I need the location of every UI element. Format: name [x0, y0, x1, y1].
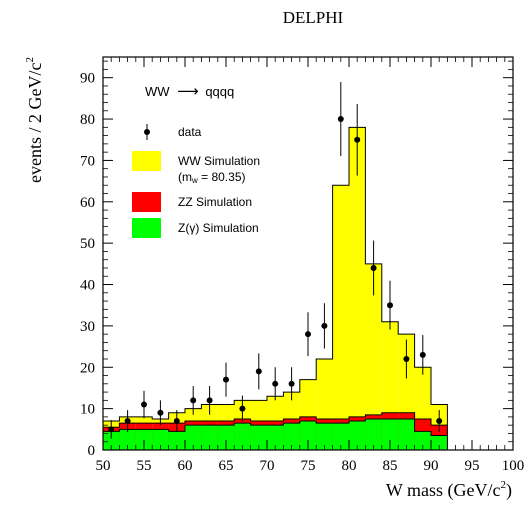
process-arrow: ⟶	[177, 83, 199, 100]
zgamma-bar	[135, 429, 153, 450]
ww-bar	[365, 263, 382, 450]
zgamma-bar	[283, 423, 300, 450]
zgamma-bar	[119, 429, 136, 450]
axes: 50 55 60 65 70 75 80 85 90 95 100 0 10 20 30 40 50 60 70 80…	[80, 57, 524, 474]
y-tick-label: 50	[80, 236, 95, 252]
x-tick-label: 50	[96, 458, 111, 474]
x-tick-label: 65	[219, 458, 234, 474]
data-points	[108, 82, 443, 439]
chart-title: DELPHI	[283, 8, 344, 27]
zgamma-bar	[316, 423, 333, 450]
zgamma-bar	[332, 423, 349, 450]
data-point	[337, 116, 344, 123]
x-tick-label: 55	[137, 458, 152, 474]
ww-bar	[349, 127, 366, 450]
zgamma-bar	[414, 431, 431, 450]
zgamma-bar	[217, 425, 235, 450]
y-tick-label: 30	[80, 319, 95, 335]
x-tick-label: 90	[424, 458, 439, 474]
zgamma-bar	[234, 423, 251, 450]
data-point	[108, 426, 115, 433]
ww-outline	[102, 126, 448, 450]
process-label: WW ⟶ qqqq	[145, 83, 234, 100]
x-tick-label: 80	[342, 458, 357, 474]
data-point	[272, 380, 279, 387]
zgamma-bar	[168, 431, 185, 450]
zgamma-bar	[185, 425, 202, 450]
legend: WW ⟶ qqqq data WW Simulation (mw = 80.35…	[132, 83, 260, 238]
legend-ww-mass-rest: = 80.35)	[198, 170, 246, 184]
data-point	[305, 331, 311, 338]
y-tick-label: 20	[80, 360, 95, 376]
data-point	[124, 418, 131, 425]
data-point	[370, 264, 377, 271]
ww-bar	[332, 185, 349, 450]
histogram-bars	[102, 126, 448, 450]
zgamma-bar	[398, 418, 415, 450]
y-axis-label: events / 2 GeV/c2	[24, 57, 45, 183]
data-point	[190, 397, 197, 404]
legend-ww-swatch	[132, 151, 161, 171]
x-axis-label-sup: 2	[501, 479, 507, 491]
x-tick-label: 100	[502, 458, 525, 474]
x-axis-label: W mass (GeV/c2)	[386, 479, 512, 501]
zgamma-bar	[103, 431, 120, 450]
y-tick-label: 70	[80, 153, 95, 169]
data-point	[239, 405, 246, 412]
legend-data-label: data	[178, 125, 202, 139]
legend-ww-mass-sub: w	[191, 176, 198, 185]
data-point	[288, 380, 295, 387]
data-point	[157, 409, 164, 416]
data-point	[321, 322, 328, 329]
legend-zz-label: ZZ Simulation	[178, 195, 252, 209]
data-point	[255, 368, 262, 375]
process-label-initial: WW	[145, 84, 170, 99]
data-point	[403, 355, 410, 362]
x-tick-label: 75	[301, 458, 316, 474]
zgamma-bar	[431, 435, 448, 450]
zgamma-bar	[267, 425, 284, 450]
data-point	[419, 351, 426, 358]
y-tick-label: 40	[80, 278, 95, 294]
zgamma-bar	[349, 421, 366, 450]
legend-zgamma-swatch	[132, 218, 161, 238]
legend-zz-swatch	[132, 192, 161, 212]
zgamma-bar	[381, 418, 399, 450]
data-point	[223, 376, 229, 383]
x-axis-label-close: )	[506, 480, 512, 501]
zz-outline	[102, 412, 448, 450]
zgamma-bar	[365, 418, 382, 450]
zgamma-outline	[102, 418, 448, 450]
data-point	[436, 418, 443, 425]
y-tick-label: 90	[80, 71, 95, 87]
zgamma-bar	[299, 421, 317, 450]
legend-ww-mass-open: (m	[178, 170, 192, 184]
data-point	[206, 397, 213, 404]
x-tick-label: 60	[178, 458, 193, 474]
data-point	[141, 401, 147, 408]
x-tick-label: 95	[465, 458, 480, 474]
legend-ww-mass: (mw = 80.35)	[178, 170, 245, 185]
process-label-final: qqqq	[205, 84, 234, 99]
y-tick-label: 0	[88, 443, 96, 459]
y-tick-label: 10	[80, 402, 95, 418]
x-tick-label: 85	[383, 458, 398, 474]
data-point	[354, 136, 361, 143]
y-axis-label-text: events / 2 GeV/c	[25, 62, 45, 182]
x-axis-label-text: W mass (GeV/c	[386, 480, 501, 501]
zgamma-bar	[201, 425, 218, 450]
legend-ww-label: WW Simulation	[178, 154, 260, 168]
data-point	[387, 302, 393, 309]
y-tick-label: 80	[80, 112, 95, 128]
y-axis-label-sup: 2	[24, 57, 36, 63]
x-tick-label: 70	[260, 458, 275, 474]
zgamma-bar	[250, 425, 267, 450]
y-tick-label: 60	[80, 195, 95, 211]
legend-zgamma-label: Z(γ) Simulation	[178, 221, 259, 235]
zgamma-bar	[152, 429, 169, 450]
data-point	[173, 418, 180, 425]
